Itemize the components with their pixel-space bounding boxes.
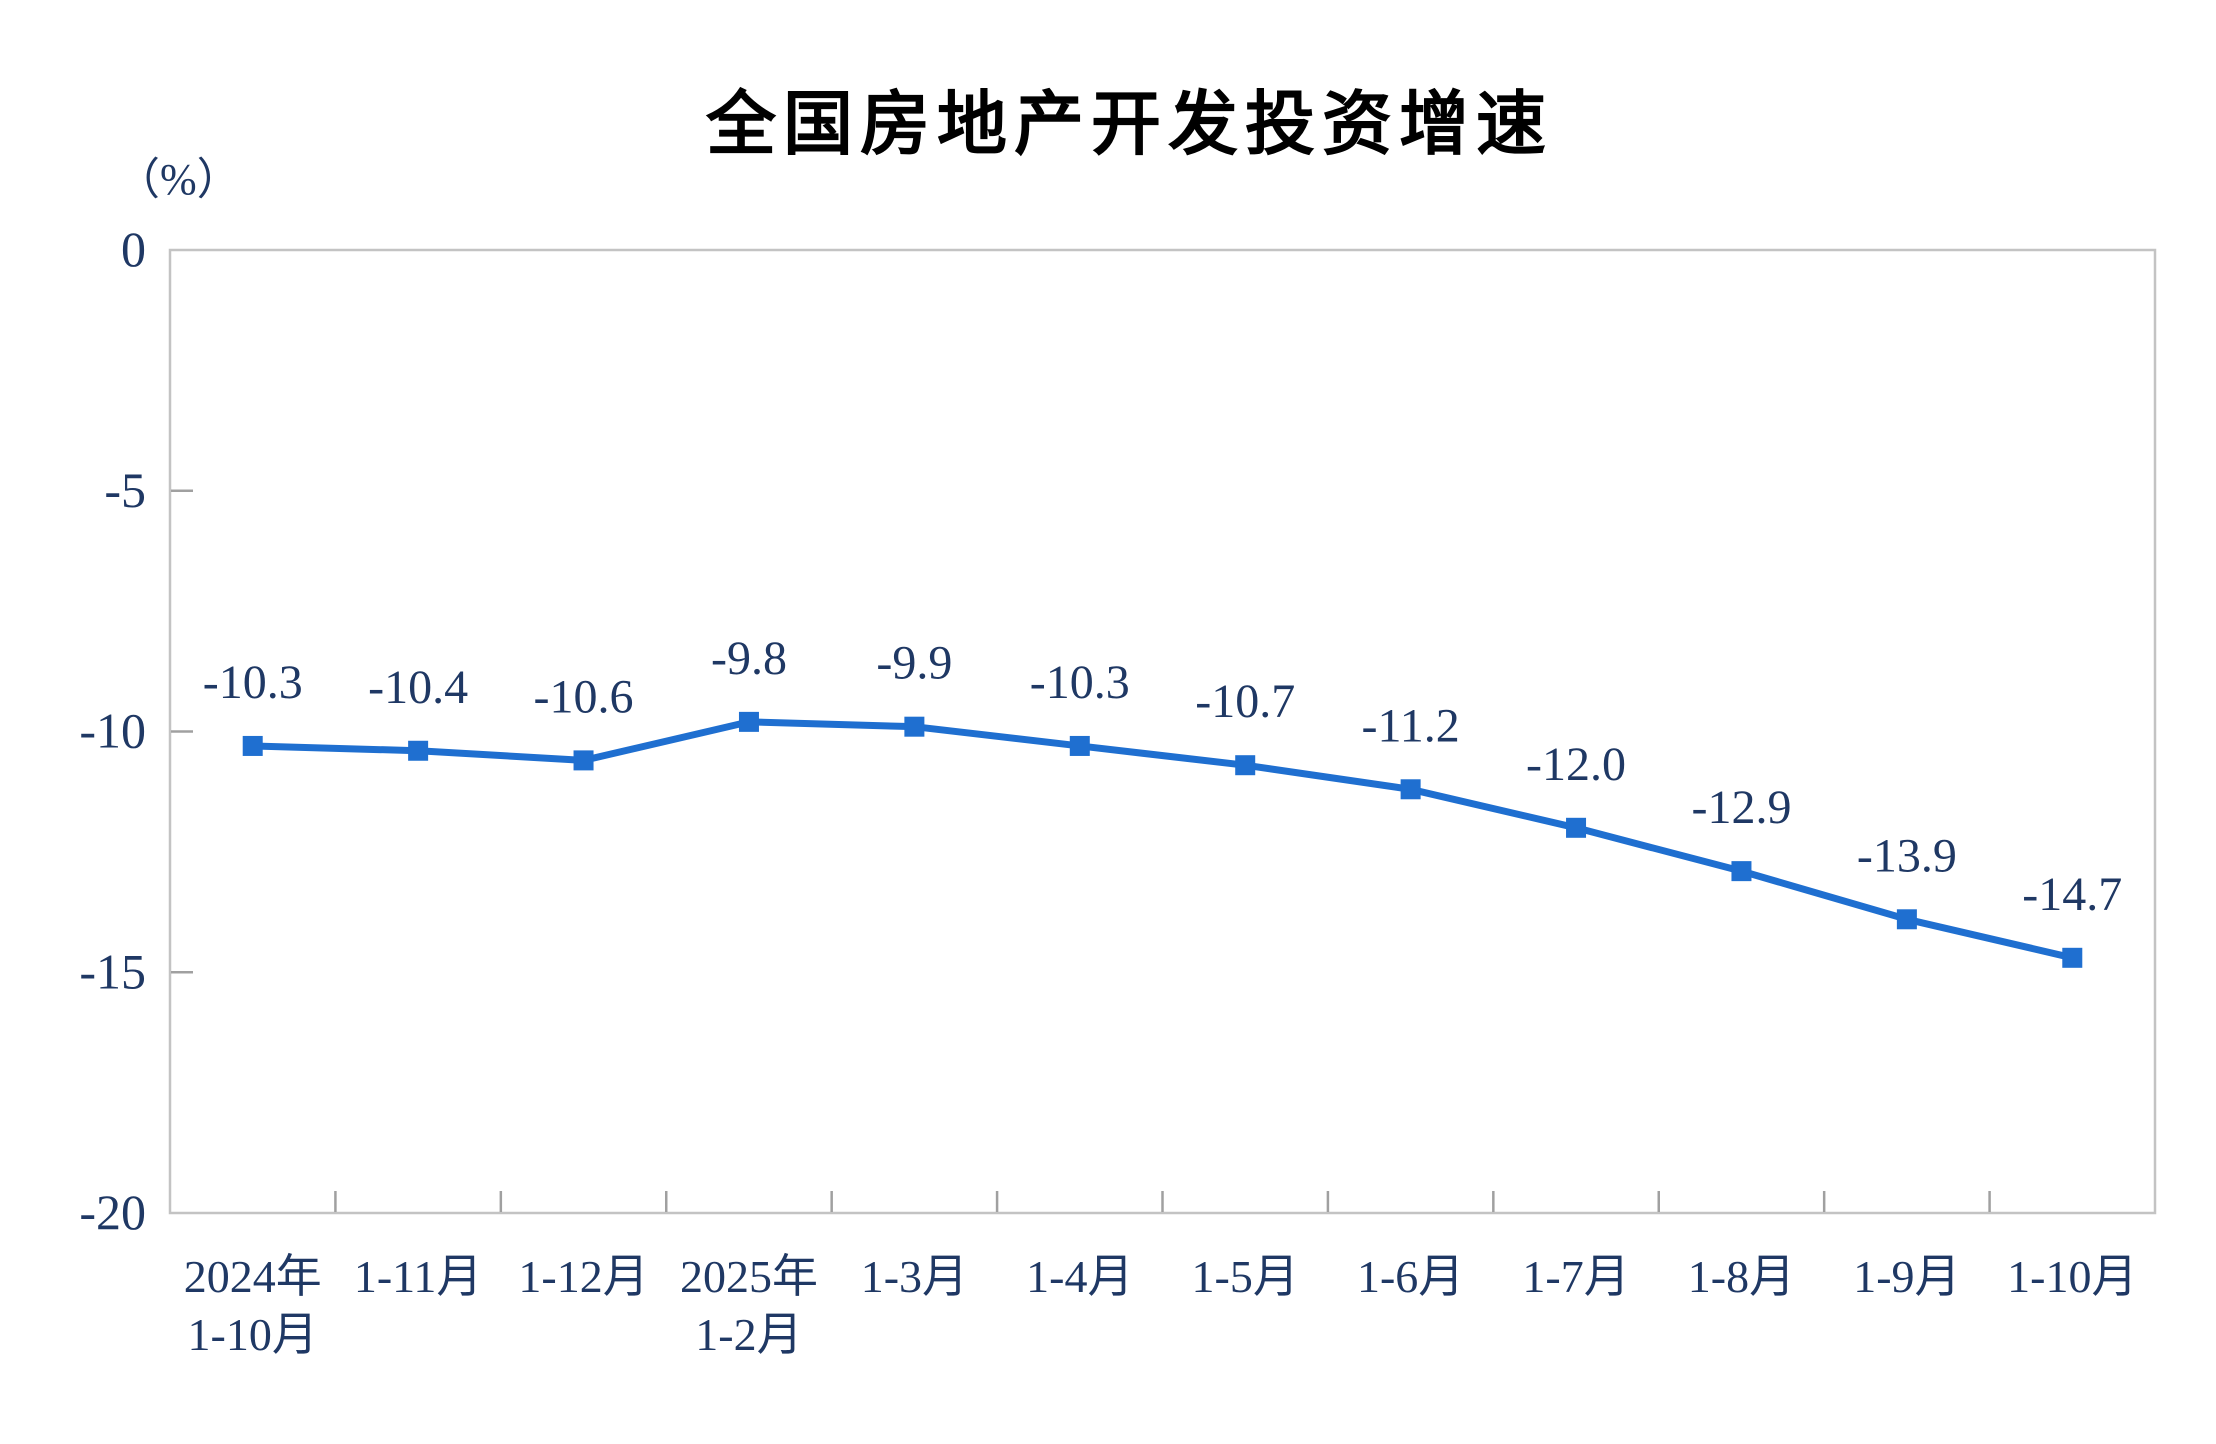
x-axis-label: 1-6月 xyxy=(1357,1251,1464,1302)
data-point-label: -13.9 xyxy=(1857,829,1957,882)
data-point-marker xyxy=(1896,909,1917,930)
x-axis-label: 1-11月 xyxy=(354,1251,483,1302)
data-point-label: -12.0 xyxy=(1526,738,1626,791)
y-axis-tick-label: 0 xyxy=(121,221,146,277)
x-axis-label: 2024年 1-10月 xyxy=(184,1251,322,1360)
plot-border xyxy=(168,248,2157,1215)
data-point-label: -10.3 xyxy=(1030,656,1130,709)
data-point-label: -10.3 xyxy=(203,656,303,709)
data-point-marker xyxy=(1731,861,1752,882)
data-point-label: -9.8 xyxy=(711,632,787,685)
data-point-marker xyxy=(242,735,263,756)
data-point-marker xyxy=(1235,755,1256,776)
data-point-label: -10.7 xyxy=(1195,675,1295,728)
data-point-label: -11.2 xyxy=(1362,699,1460,752)
y-axis-tick-label: -5 xyxy=(104,462,146,518)
data-point-marker xyxy=(738,711,759,732)
y-axis-tick-label: -20 xyxy=(79,1184,146,1240)
data-point-marker xyxy=(1069,735,1090,756)
data-point-marker xyxy=(573,750,594,771)
x-axis-label: 1-4月 xyxy=(1026,1251,1133,1302)
data-point-label: -14.7 xyxy=(2022,868,2122,921)
x-axis-label: 2025年 1-2月 xyxy=(680,1251,818,1360)
y-axis-tick-label: -10 xyxy=(79,703,146,759)
trend-line xyxy=(249,718,2076,962)
data-point-marker xyxy=(904,716,925,737)
data-point-marker xyxy=(2062,947,2083,968)
y-axis-tick-label: -15 xyxy=(79,943,146,999)
data-point-label: -10.4 xyxy=(368,661,468,714)
data-point-label: -12.9 xyxy=(1691,781,1791,834)
x-axis-label: 1-9月 xyxy=(1853,1251,1960,1302)
data-point-marker xyxy=(408,740,429,761)
x-axis-label: 1-10月 xyxy=(2007,1251,2137,1302)
data-point-marker xyxy=(1400,779,1421,800)
x-axis-label: 1-8月 xyxy=(1688,1251,1795,1302)
x-axis-label: 1-12月 xyxy=(518,1251,648,1302)
x-axis-label: 1-5月 xyxy=(1192,1251,1299,1302)
x-axis-label: 1-3月 xyxy=(861,1251,968,1302)
chart-title: 全国房地产开发投资增速 xyxy=(706,85,1553,163)
data-point-label: -10.6 xyxy=(534,670,634,723)
data-point-label: -9.9 xyxy=(876,637,952,690)
x-axis-label: 1-7月 xyxy=(1522,1251,1629,1302)
data-point-marker xyxy=(1566,817,1587,838)
y-axis-unit-label: （%） xyxy=(116,155,241,204)
